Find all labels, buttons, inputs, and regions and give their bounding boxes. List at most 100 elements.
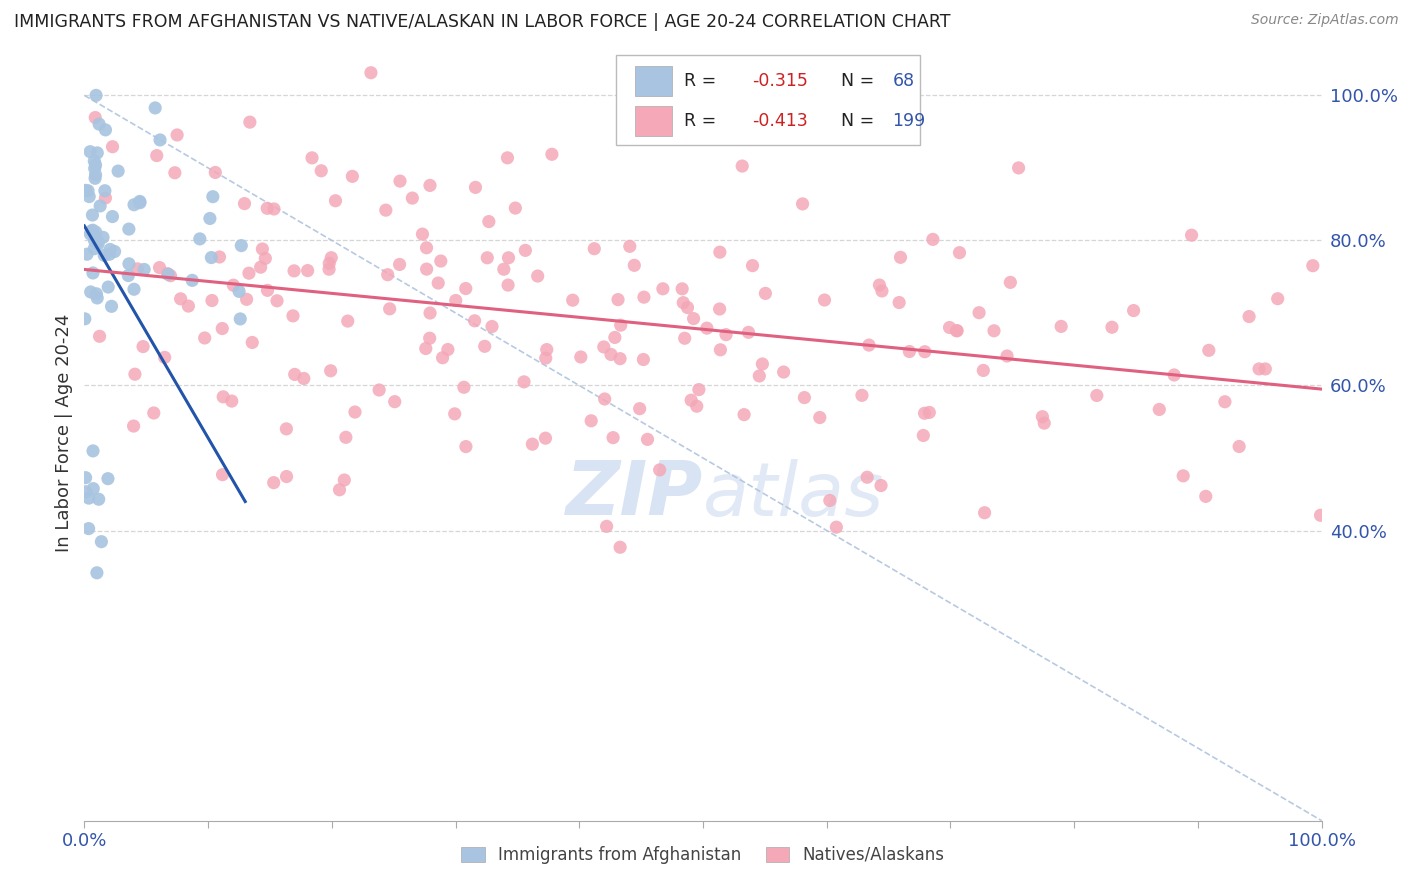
Point	[918, 405, 941, 419]
Point	[83, 154, 105, 169]
Point	[464, 314, 486, 328]
Point	[948, 245, 970, 260]
Point	[443, 407, 465, 421]
Point	[1180, 228, 1202, 243]
Point	[100, 299, 122, 313]
Point	[325, 194, 347, 208]
Point	[374, 203, 396, 218]
Point	[122, 282, 145, 296]
Point	[592, 340, 614, 354]
Point	[682, 311, 704, 326]
Point	[79, 227, 101, 241]
Point	[513, 375, 536, 389]
Point	[1149, 402, 1171, 417]
Point	[321, 251, 343, 265]
Point	[1198, 343, 1220, 358]
Point	[89, 329, 111, 343]
Point	[84, 158, 107, 172]
Point	[335, 430, 357, 444]
Point	[1309, 508, 1331, 523]
Point	[149, 133, 172, 147]
Point	[91, 230, 114, 244]
Point	[159, 268, 181, 283]
Point	[76, 247, 98, 261]
Point	[474, 339, 496, 353]
Point	[239, 115, 262, 129]
Point	[946, 324, 969, 338]
Point	[427, 276, 450, 290]
Point	[825, 520, 848, 534]
Point	[221, 394, 243, 409]
Point	[82, 482, 104, 496]
Point	[1163, 368, 1185, 382]
Point	[122, 419, 145, 434]
Point	[233, 196, 256, 211]
Point	[688, 383, 710, 397]
Point	[360, 66, 382, 80]
Point	[492, 262, 515, 277]
Point	[83, 161, 105, 176]
Point	[212, 390, 235, 404]
Point	[733, 408, 755, 422]
Point	[534, 431, 557, 445]
Point	[148, 260, 170, 275]
Point	[914, 344, 936, 359]
Point	[93, 248, 115, 262]
Point	[238, 266, 260, 280]
Point	[188, 232, 211, 246]
Point	[211, 467, 233, 482]
Point	[437, 343, 460, 357]
Point	[336, 314, 359, 328]
Point	[714, 327, 737, 342]
Point	[419, 306, 441, 320]
Point	[318, 256, 340, 270]
Point	[737, 326, 759, 340]
Point	[263, 475, 285, 490]
Point	[637, 433, 659, 447]
FancyBboxPatch shape	[636, 66, 672, 95]
Point	[266, 293, 288, 308]
Point	[1254, 362, 1277, 376]
Point	[676, 301, 699, 315]
Point	[201, 293, 224, 308]
Point	[419, 331, 441, 345]
Point	[75, 183, 97, 197]
Point	[249, 260, 271, 275]
Point	[297, 263, 319, 277]
Point	[1237, 310, 1260, 324]
Text: IMMIGRANTS FROM AFGHANISTAN VS NATIVE/ALASKAN IN LABOR FORCE | AGE 20-24 CORRELA: IMMIGRANTS FROM AFGHANISTAN VS NATIVE/AL…	[14, 13, 950, 31]
Text: N =: N =	[831, 112, 880, 130]
Point	[633, 290, 655, 304]
Point	[200, 251, 222, 265]
Point	[333, 473, 356, 487]
Text: Source: ZipAtlas.com: Source: ZipAtlas.com	[1251, 13, 1399, 28]
Point	[118, 222, 141, 236]
Point	[444, 293, 467, 308]
Point	[235, 293, 257, 307]
Point	[813, 293, 835, 307]
Point	[1122, 303, 1144, 318]
Point	[579, 414, 602, 428]
Point	[103, 244, 125, 259]
Point	[401, 191, 423, 205]
Point	[84, 171, 107, 186]
Point	[938, 320, 960, 334]
Point	[709, 301, 731, 316]
Point	[593, 392, 616, 406]
Point	[388, 174, 411, 188]
Point	[101, 210, 124, 224]
Point	[94, 123, 117, 137]
Point	[912, 428, 935, 442]
Point	[94, 184, 117, 198]
Point	[256, 284, 278, 298]
Point	[201, 189, 224, 203]
Point	[82, 443, 104, 458]
Point	[851, 388, 873, 402]
Point	[498, 251, 520, 265]
Point	[628, 401, 651, 416]
Point	[623, 258, 645, 272]
Point	[163, 166, 186, 180]
Point	[672, 295, 695, 310]
Point	[995, 349, 1018, 363]
Point	[208, 250, 231, 264]
